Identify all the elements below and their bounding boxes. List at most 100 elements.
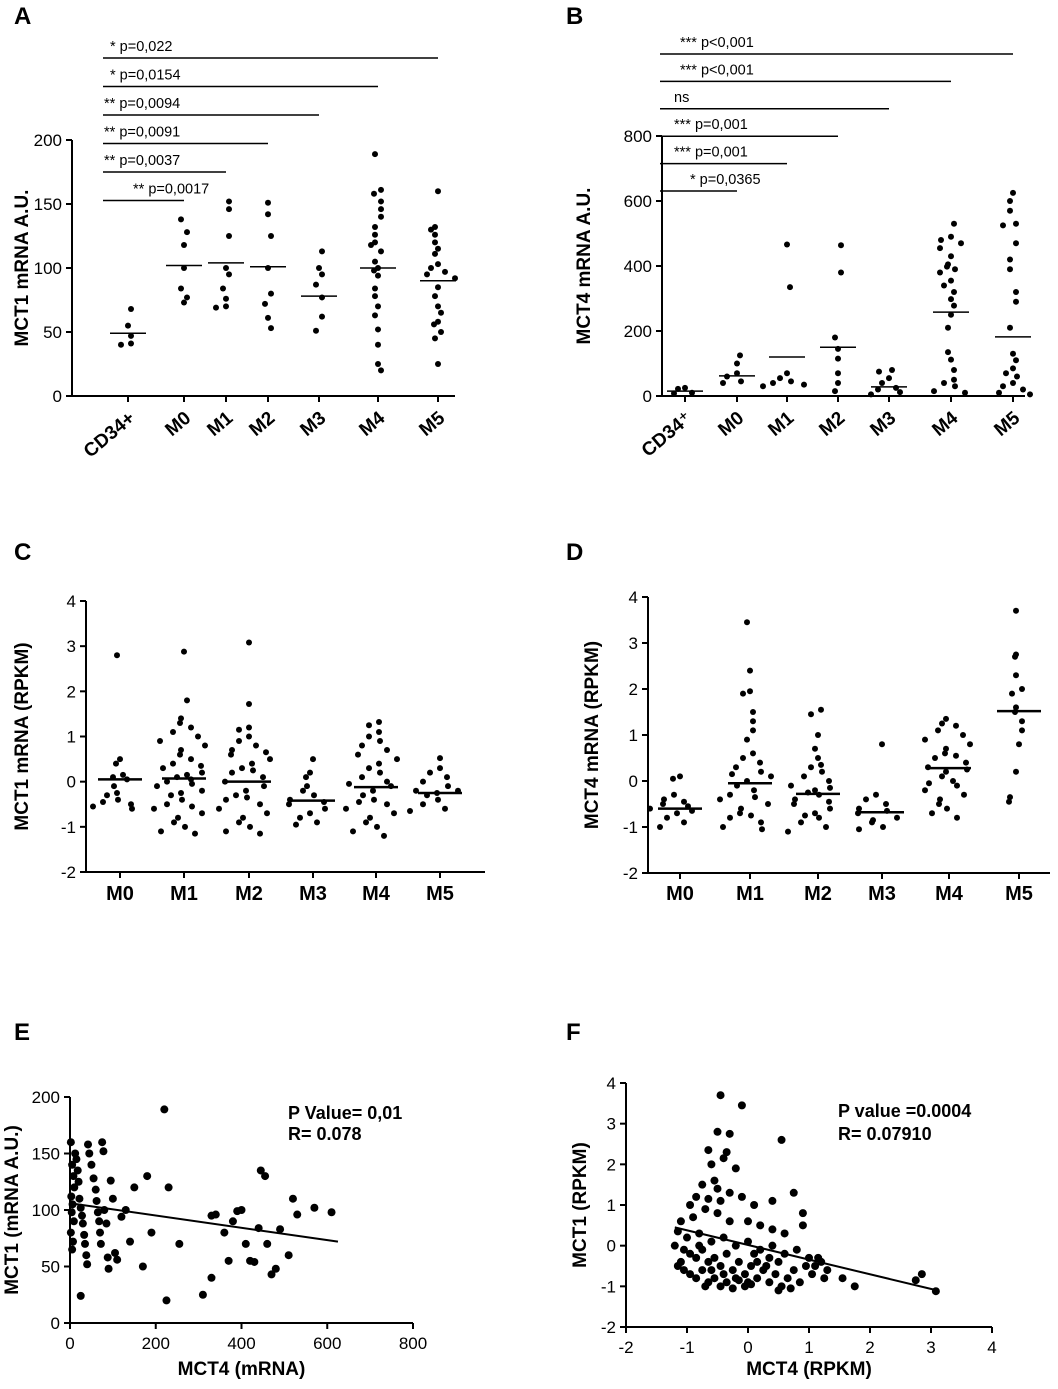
panel-b-data-point [734, 370, 740, 377]
panel-f-data-point [683, 1233, 691, 1242]
panel-d-data-point [935, 727, 941, 734]
panel-e-data-point [117, 1212, 126, 1221]
panel-d-data-point [788, 782, 794, 789]
panel-c-data-point [236, 726, 242, 733]
panel-f-data-point [719, 1154, 728, 1163]
panel-e-x-axis-title: MCT4 (mRNA) [178, 1359, 306, 1380]
panel-a-data-point [319, 248, 325, 255]
panel-d-data-point [963, 759, 969, 766]
panel-d-data-point [812, 810, 818, 817]
panel-e-data-point [69, 1237, 78, 1246]
panel-d-data-point [1006, 798, 1012, 805]
panel-f-data-point [710, 1274, 719, 1283]
panel-c-data-point [195, 733, 201, 740]
panel-b-data-point [951, 376, 957, 383]
panel-d-data-point [727, 814, 733, 821]
panel-e-data-point [126, 1237, 135, 1246]
panel-f-data-point [734, 1257, 743, 1266]
panel-c-data-point [111, 783, 117, 790]
panel-e-regression-line [69, 1202, 339, 1243]
panel-f-data-point [695, 1241, 704, 1250]
panel-a-data-point [372, 151, 378, 158]
panel-a-x-tick-label: M0 [161, 408, 195, 441]
panel-b-y-axis-title: MCT4 mRNA A.U. [574, 188, 595, 345]
panel-a-data-point [213, 304, 219, 311]
panel-d-data-point [818, 706, 824, 713]
panel-c-data-point [228, 751, 234, 758]
panel-b-x-tick-label: M3 [866, 408, 900, 441]
panel-c-data-point [158, 828, 164, 835]
panel-f-data-point [698, 1266, 707, 1275]
panel-b-data-point [1010, 189, 1016, 196]
panel-c-data-point [437, 755, 443, 762]
panel-b-y-tick-label: 600 [624, 192, 652, 211]
panel-c-data-point [355, 751, 361, 758]
panel-b-data-point [996, 389, 1002, 396]
panel-c-y-tick-label: -1 [61, 818, 76, 837]
panel-f-data-point [783, 1274, 792, 1283]
panel-e-data-point [130, 1183, 139, 1192]
panel-b-data-point [941, 282, 947, 289]
panel-a-y-tick-label: 0 [53, 387, 62, 406]
panel-f-data-point [692, 1253, 701, 1262]
panel-b-data-point [876, 368, 882, 375]
panel-b-data-point [941, 380, 947, 386]
panel-b-y-tick-label: 800 [624, 127, 652, 146]
panel-b-data-point [832, 334, 838, 341]
panel-b-data-point [945, 349, 951, 356]
panel-d-x-tick-label: M0 [666, 883, 694, 905]
panel-e-data-point [75, 1194, 84, 1203]
panel-a-data-point [223, 265, 229, 271]
panel-d-data-point [1016, 741, 1022, 748]
panel-c-data-point [129, 805, 135, 812]
panel-c-data-point [222, 778, 228, 785]
panel-e-data-point [78, 1211, 87, 1220]
panel-c-data-point [366, 733, 372, 740]
panel-f-y-tick-label: -1 [601, 1277, 616, 1296]
panel-d-y-tick-label: 2 [629, 680, 638, 699]
panel-d-data-point [936, 801, 942, 807]
panel-c-data-point [427, 769, 433, 776]
panel-d-data-point [929, 810, 935, 817]
panel-d-x-tick-label: M1 [736, 883, 764, 905]
panel-d-data-point [815, 732, 821, 738]
panel-f-data-point [792, 1245, 801, 1254]
panel-c-data-point [223, 828, 229, 835]
panel-c-data-point [346, 780, 352, 787]
panel-a-x-tick-label: M1 [203, 407, 237, 440]
panel-b-data-point [737, 352, 743, 359]
panel-c-data-point [343, 805, 349, 812]
panel-f-y-tick-label: 0 [607, 1237, 616, 1256]
panel-a-data-point [432, 293, 438, 300]
panel-c-data-point [360, 792, 366, 799]
panel-f-data-point [911, 1276, 920, 1285]
panel-f-data-point [731, 1241, 740, 1250]
panel-a-comparison-label: ** p=0,0091 [104, 125, 180, 141]
panel-c-data-point [307, 810, 313, 817]
panel-c-y-tick-label: 0 [67, 773, 76, 792]
panel-c-x-tick-label: M3 [299, 883, 327, 905]
panel-c-x-tick-label: M0 [106, 883, 134, 905]
panel-c-data-point [310, 756, 316, 763]
panel-f-data-point [808, 1270, 817, 1279]
panel-a-data-point [181, 241, 187, 248]
panel-c-data-point [117, 756, 123, 763]
panel-a-data-point [268, 290, 274, 297]
panel-b-data-point [937, 245, 943, 252]
panel-b-data-point [958, 240, 964, 247]
panel-b-data-point [835, 380, 841, 386]
panel-d-data-point [740, 755, 746, 761]
panel-d-data-point [1019, 686, 1025, 692]
panel-c-data-point [188, 756, 194, 763]
panel-c-data-point [198, 762, 204, 769]
panel-b-data-point [720, 380, 726, 386]
panel-a-data-point [128, 340, 134, 347]
panel-c-data-point [307, 769, 313, 776]
panel-d-data-point [922, 736, 928, 743]
panel-f-data-point [710, 1253, 719, 1262]
panel-e-data-point [83, 1260, 92, 1269]
panel-e-data-point [84, 1140, 93, 1149]
panel-a-data-point [262, 300, 268, 307]
panel-d-data-point [819, 768, 825, 775]
panel-b-data-point [835, 370, 841, 377]
